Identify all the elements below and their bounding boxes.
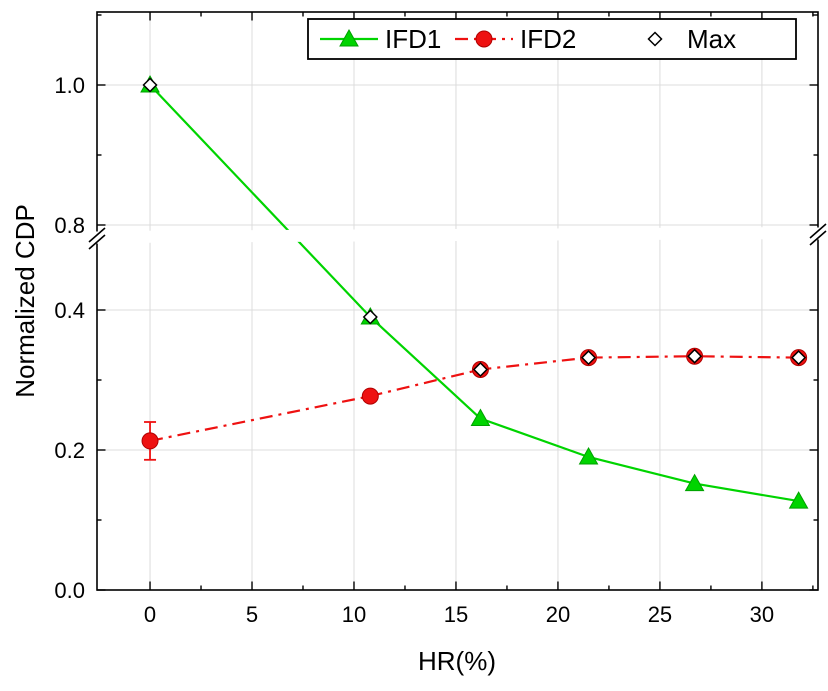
y-tick-label: 1.0 — [54, 73, 85, 98]
y-tick-label: 0.4 — [54, 298, 85, 323]
max-diamond-marker — [791, 350, 807, 366]
axis-break-gap-left — [95, 231, 99, 244]
legend-ifd1-triangle-icon — [339, 28, 359, 47]
ifd2-circle-marker — [361, 387, 379, 405]
ifd1-triangle-marker — [684, 473, 705, 492]
x-tick-label: 20 — [546, 602, 570, 627]
max-diamond-marker — [362, 309, 378, 325]
legend-ifd2-label: IFD2 — [520, 24, 576, 54]
axis-break-mark — [809, 223, 827, 239]
axis-break-mark — [88, 234, 106, 250]
plot-area: 0 5 10 15 20 25 30 0.0 0.2 0.4 0.8 1.0 IFD1 IFD2 Max — [54, 11, 827, 627]
axis-break-mark — [88, 227, 106, 243]
max-diamond-marker — [472, 361, 489, 378]
axis-frame — [96, 11, 819, 591]
x-tick-label: 10 — [342, 602, 366, 627]
legend-ifd1-label: IFD1 — [385, 24, 441, 54]
x-axis-title: HR(%) — [418, 646, 496, 676]
axis-break-band — [98, 227, 817, 243]
series-ifd1-line — [149, 84, 799, 503]
max-diamond-marker — [687, 348, 703, 364]
x-tick-label: 25 — [648, 602, 672, 627]
y-tick-label: 0.0 — [54, 578, 85, 603]
x-tick-label: 5 — [246, 602, 258, 627]
x-tick-label: 30 — [750, 602, 774, 627]
max-diamond-marker — [580, 350, 597, 366]
axis-break-mark — [809, 230, 827, 246]
series-ifd2-line — [149, 355, 799, 442]
ifd1-triangle-marker — [578, 446, 599, 465]
legend-box — [307, 18, 797, 60]
ifd1-triangle-marker — [788, 491, 809, 509]
x-tick-label: 15 — [444, 602, 468, 627]
axis-break-gap-right — [816, 227, 820, 240]
x-tick-label: 0 — [144, 602, 156, 627]
ifd1-triangle-marker — [470, 408, 491, 426]
y-axis-title: Normalized CDP — [10, 204, 40, 398]
y-tick-label: 0.2 — [54, 438, 85, 463]
ifd2-circle-marker — [141, 432, 159, 450]
legend-max-diamond-icon — [647, 31, 663, 47]
y-tick-label: 0.8 — [54, 213, 85, 238]
legend-max-label: Max — [687, 24, 736, 54]
legend-ifd2-circle-icon — [475, 30, 493, 48]
max-diamond-marker — [142, 77, 158, 93]
